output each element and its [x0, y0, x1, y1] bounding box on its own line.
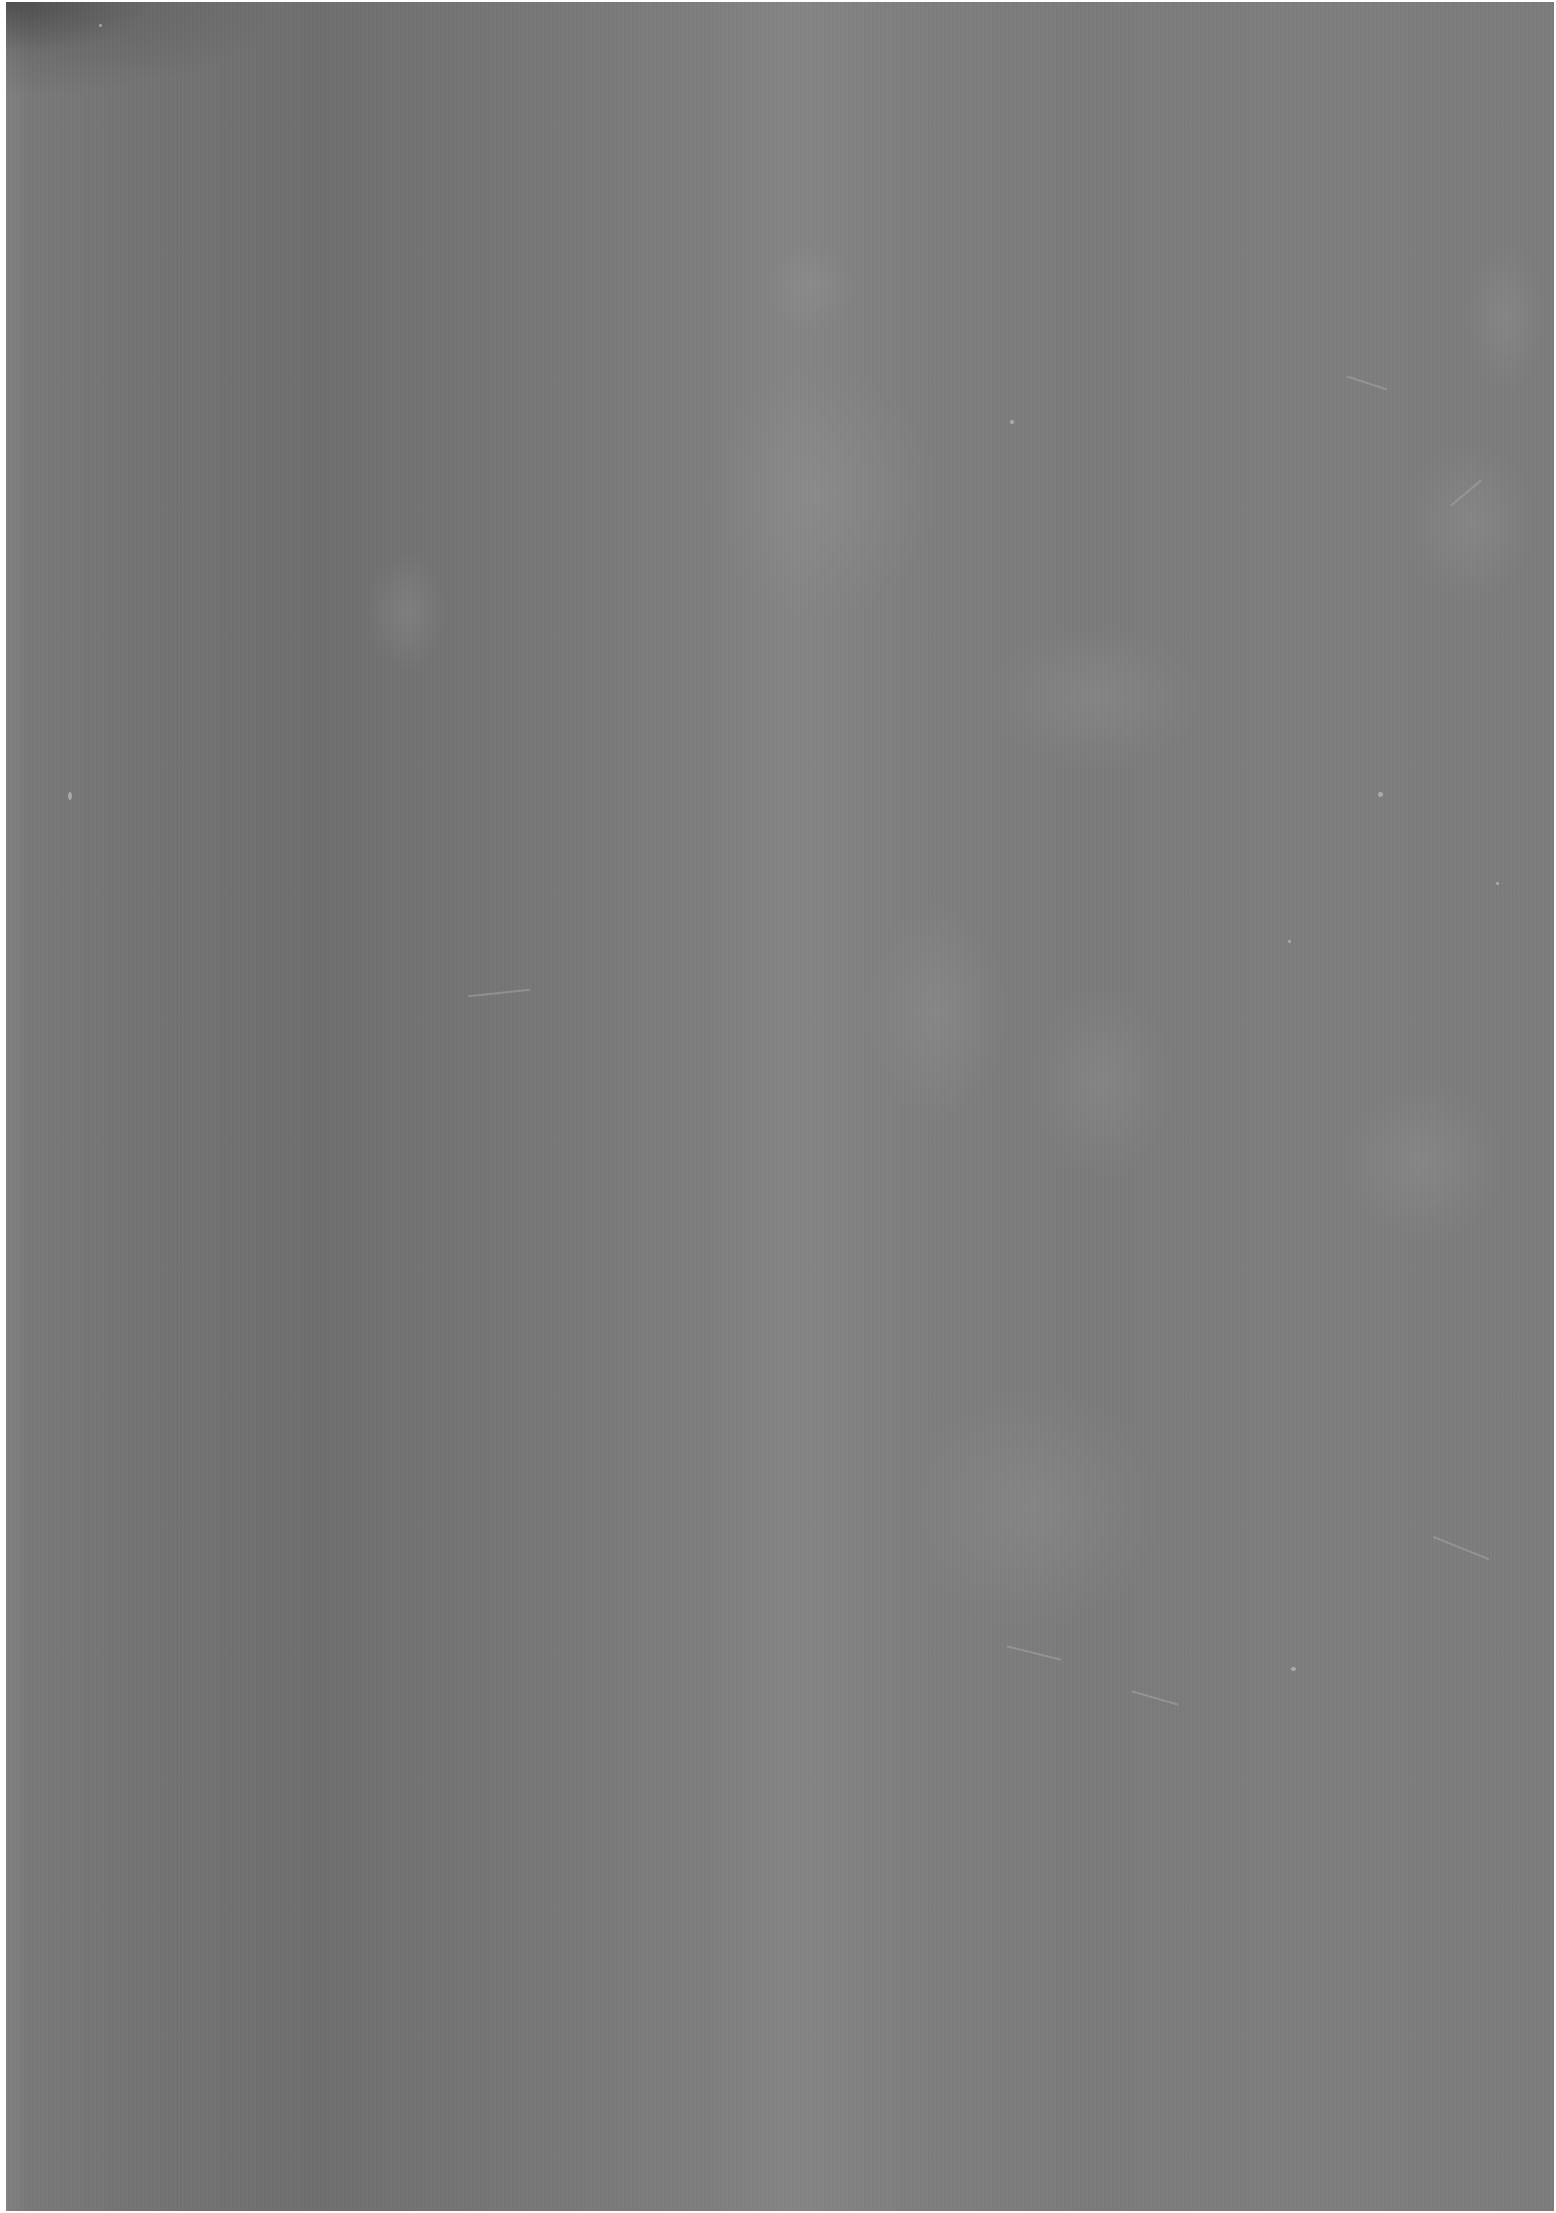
scanned-blank-page	[6, 2, 1554, 2211]
paper-scratch	[1131, 1690, 1179, 1706]
top-left-corner-shadow	[6, 2, 266, 92]
paper-smudge	[1406, 442, 1536, 602]
paper-smudge	[706, 362, 936, 622]
dust-speck	[1291, 1667, 1296, 1671]
paper-scratch	[1346, 375, 1388, 391]
paper-smudge	[986, 622, 1206, 772]
paper-smudge	[1026, 982, 1176, 1182]
paper-smudge	[1336, 1082, 1506, 1242]
paper-smudge	[906, 1382, 1166, 1632]
dust-speck	[1496, 882, 1499, 885]
page-left-edge-shading	[6, 2, 28, 2211]
dust-speck	[1288, 940, 1291, 943]
paper-scratch	[1432, 1535, 1490, 1561]
paper-smudge	[766, 242, 856, 332]
paper-scratch	[468, 988, 530, 998]
dust-speck	[1378, 792, 1383, 797]
paper-scratch	[1006, 1645, 1062, 1661]
dust-speck	[1010, 420, 1014, 424]
dust-speck	[68, 792, 72, 800]
paper-smudge	[866, 902, 1006, 1122]
dust-speck	[99, 24, 102, 27]
paper-smudge	[1466, 242, 1546, 392]
paper-smudge	[366, 552, 446, 672]
